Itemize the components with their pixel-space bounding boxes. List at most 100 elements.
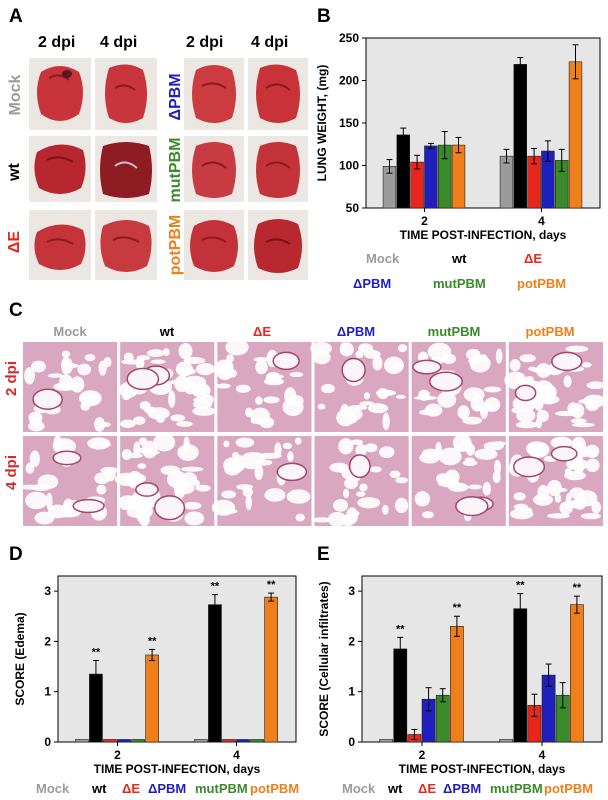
histology-dpbm-4dpi [311,436,409,527]
x-tick-label: 4 [539,748,546,762]
legend-d-dpbm: ΔPBM [148,781,187,796]
panel-letter-c: C [9,300,23,321]
legend-e-potpbm: potPBM [544,781,594,796]
bar-mutpbm-day4 [250,739,264,743]
histology-de-2dpi [215,341,312,432]
bar-mutpbm-day2 [131,739,145,743]
lung-photo-de-2dpi [29,210,91,280]
y-tick-label: 3 [44,584,51,598]
legend-e-mock: Mock [342,781,376,796]
panel-a-row-label-de: ΔE [6,230,23,254]
histology-grid [22,341,605,527]
bar-wt-day2 [393,648,408,743]
lung-photo-wt-4dpi [95,136,157,202]
legend-e-mutpbm: mutPBM [490,781,543,796]
bar-potpbm-day2 [451,144,466,209]
legend-d-mock: Mock [36,781,70,796]
y-tick-label: 100 [339,159,359,173]
histology-potpbm-4dpi [508,436,603,526]
bar-potpbm-day4 [570,604,584,743]
bar-wt-day4 [513,608,528,743]
histo-row-4dpi: 4 dpi [3,454,21,491]
panel-letter-b: B [317,6,331,27]
panel-a-row-label-potpbm: potPBM [167,214,184,276]
panel-a-header-2dpi-left: 2 dpi [38,34,76,51]
histology-dpbm-2dpi [310,341,409,432]
bar-de-day4 [222,739,236,743]
histo-row-2dpi: 2 dpi [3,360,21,397]
legend-d-wt: wt [92,781,107,796]
histo-col-potpbm: potPBM [525,324,575,339]
panel-letter-e: E [317,544,330,565]
bar-mock-day4 [499,739,513,743]
legend-e-de: ΔE [418,781,437,796]
y-axis-label: SCORE (Cellular infiltrates) [317,581,331,736]
lung-photo-potpbm-2dpi [184,210,244,280]
panel-a-header-4dpi-right: 4 dpi [251,34,289,51]
bar-potpbm-day2 [450,626,464,743]
bar-potpbm-day4 [568,61,583,209]
y-tick-label: 150 [339,116,359,130]
significance-mark: ** [573,582,582,594]
significance-mark: ** [92,647,101,659]
panel-letter-d: D [9,544,23,565]
significance-mark: ** [516,580,525,592]
bar-de-day2 [103,739,117,743]
significance-mark: ** [148,635,157,647]
legend-b-dpbm: ΔPBM [353,276,392,291]
y-tick-label: 3 [348,584,355,598]
histology-de-4dpi [211,436,312,526]
bar-wt-day4 [208,604,222,743]
histo-col-dpbm: ΔPBM [336,324,376,339]
x-tick-label: 4 [538,214,545,228]
lung-photo-mutpbm-4dpi [248,136,308,202]
y-tick-label: 250 [339,31,359,45]
lung-photo-de-4dpi [95,210,157,280]
y-tick-label: 0 [44,735,51,749]
bar-dpbm-day4 [236,739,250,743]
legend-d-potpbm: potPBM [250,781,300,796]
significance-mark: ** [211,581,220,593]
y-tick-label: 0 [348,735,355,749]
chart-d-edema: 0 1 2 3 2 ** ** 4 ** ** TIME POST-INFECTION, days S… [13,575,297,776]
lung-photo-mock-4dpi [95,58,157,130]
panel-a-row-label-mock: Mock [7,74,24,116]
y-tick-label: 50 [346,201,360,215]
significance-mark: ** [267,579,276,591]
histology-wt-2dpi [118,342,216,432]
histology-potpbm-2dpi [504,342,605,432]
histo-col-de: ΔE [252,324,271,339]
panel-letter-a: A [9,6,23,27]
bar-dpbm-day2 [117,739,131,743]
lung-photo-potpbm-4dpi [248,210,308,280]
histo-col-mutpbm: mutPBM [427,324,481,339]
legend-d-de: ΔE [122,781,141,796]
bar-potpbm-day2 [145,654,159,743]
x-tick-label: 2 [421,214,428,228]
lung-photo-mock-2dpi [29,58,91,130]
lung-photo-dpbm-4dpi [248,58,308,130]
x-tick-label: 2 [419,748,426,762]
bar-potpbm-day4 [264,596,278,743]
panel-a-row-label-wt: wt [6,163,23,181]
x-axis-label: TIME POST-INFECTION, days [400,228,567,242]
panel-a-header-2dpi-right: 2 dpi [186,34,224,51]
legend-b-de: ΔE [524,251,543,266]
x-axis-label: TIME POST-INFECTION, days [94,762,261,776]
lung-photo-dpbm-2dpi [184,58,244,130]
x-tick-label: 4 [233,748,240,762]
panel-a-header-4dpi-left: 4 dpi [100,34,138,51]
legend-d-mutpbm: mutPBM [195,781,248,796]
bar-wt-day2 [396,134,410,209]
histology-mutpbm-2dpi [411,342,506,432]
legend-b-mock: Mock [366,251,400,266]
histology-mock-4dpi [22,435,119,526]
x-axis-label: TIME POST-INFECTION, days [399,762,566,776]
legend-e-wt: wt [388,781,403,796]
legend-e-dpbm: ΔPBM [443,781,482,796]
legend-b-wt: wt [452,251,467,266]
legend-b-mutpbm: mutPBM [433,276,486,291]
significance-mark: ** [453,602,462,614]
bar-mock-day2 [75,739,89,743]
